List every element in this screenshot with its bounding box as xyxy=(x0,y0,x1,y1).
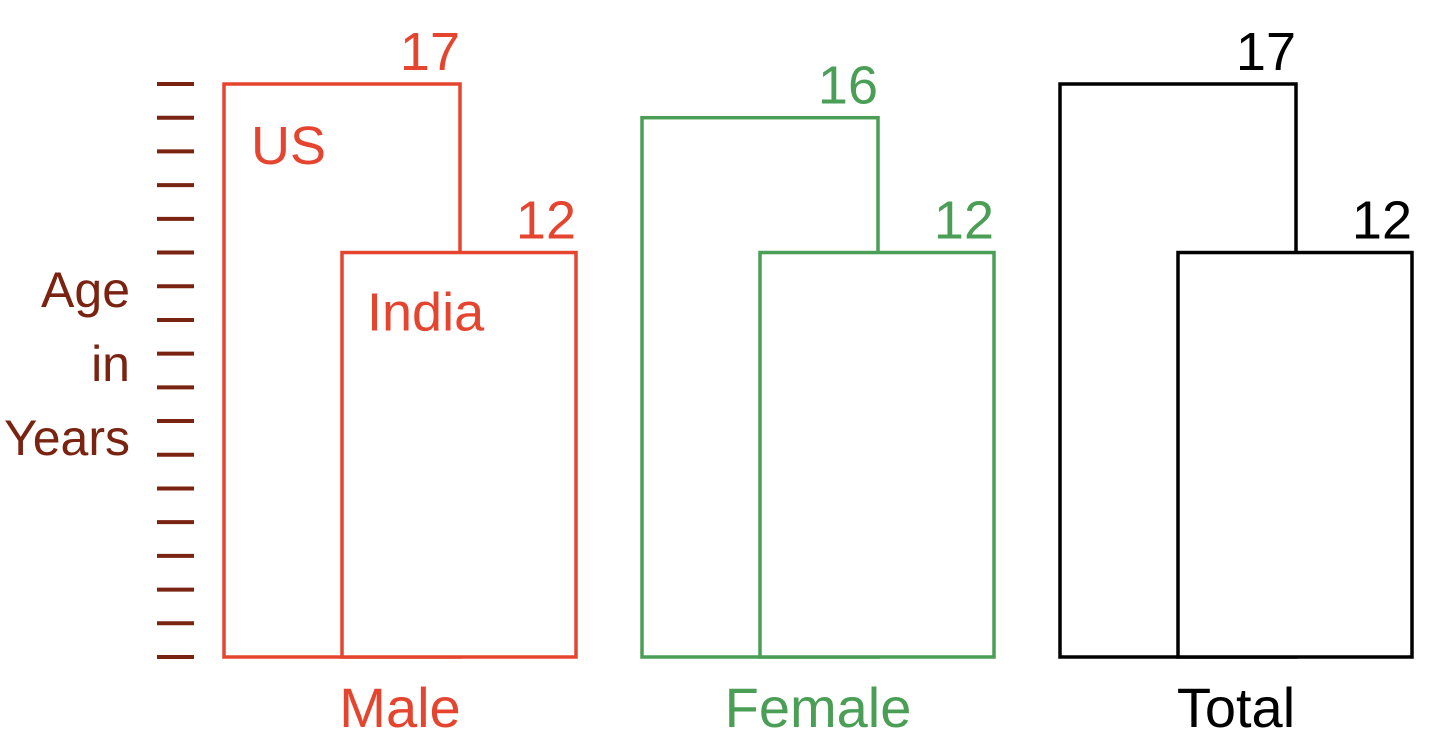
bar-india xyxy=(758,250,996,659)
group-female: 16 12 Female xyxy=(640,56,996,738)
y-axis xyxy=(157,82,194,659)
category-label: Total xyxy=(1177,676,1295,738)
y-axis-label-line-2: in xyxy=(91,336,130,392)
value-label-us: 16 xyxy=(818,56,878,116)
y-axis-label-line-1: Age xyxy=(41,262,130,318)
bar-india xyxy=(340,250,578,659)
value-label-us: 17 xyxy=(1236,22,1296,82)
category-label: Female xyxy=(725,676,912,738)
chart-groups: 17 12 US India Male 16 12 Female 17 12 Total xyxy=(222,22,1414,738)
group-male: 17 12 US India Male xyxy=(222,22,578,738)
y-axis-label-line-3: Years xyxy=(4,410,130,466)
group-total: 17 12 Total xyxy=(1058,22,1414,738)
value-label-us: 17 xyxy=(400,22,460,82)
value-label-india: 12 xyxy=(1352,191,1412,251)
value-label-india: 12 xyxy=(934,191,994,251)
bar-india xyxy=(1176,250,1414,659)
y-axis-label: Age in Years xyxy=(4,262,130,466)
series-label-india: India xyxy=(367,283,485,343)
value-label-india: 12 xyxy=(516,191,576,251)
series-label-us: US xyxy=(251,116,326,176)
category-label: Male xyxy=(339,676,460,738)
